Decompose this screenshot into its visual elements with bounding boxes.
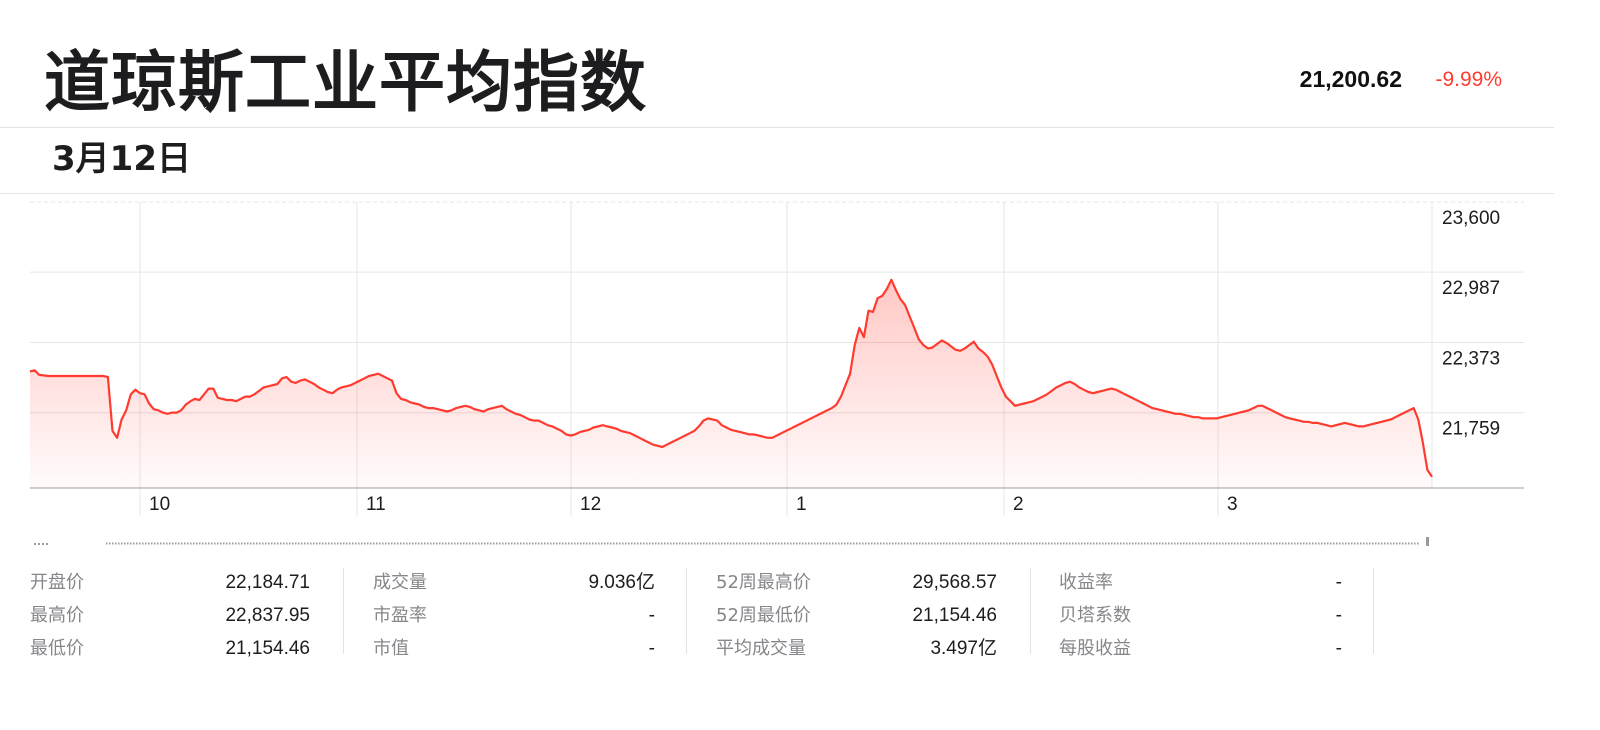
stat-row-yield: 收益率 - bbox=[1059, 566, 1342, 599]
stat-row-beta: 贝塔系数 - bbox=[1059, 599, 1342, 632]
stat-value: 3.497亿 bbox=[930, 638, 997, 659]
stat-row-volume: 成交量 9.036亿 bbox=[373, 566, 655, 599]
stat-row-avg-volume: 平均成交量 3.497亿 bbox=[716, 632, 997, 665]
stat-label: 52周最低价 bbox=[716, 605, 811, 626]
stat-label: 市值 bbox=[373, 638, 409, 659]
stat-label: 开盘价 bbox=[30, 572, 84, 593]
stat-value: - bbox=[1335, 605, 1342, 626]
price-change-percent: -9.99% bbox=[1435, 68, 1502, 91]
stat-value: 21,154.46 bbox=[912, 605, 997, 626]
stat-label: 每股收益 bbox=[1059, 638, 1131, 659]
stats-divider bbox=[1030, 568, 1031, 654]
current-price: 21,200.62 bbox=[1299, 66, 1402, 92]
stat-row-high: 最高价 22,837.95 bbox=[30, 599, 310, 632]
stat-label: 最高价 bbox=[30, 605, 84, 626]
stat-value: 22,184.71 bbox=[225, 572, 310, 593]
stats-divider bbox=[343, 568, 344, 654]
stat-row-eps: 每股收益 - bbox=[1059, 632, 1342, 665]
series-line bbox=[29, 278, 1433, 478]
y-tick-label: 23,600 bbox=[1442, 208, 1500, 229]
stat-label: 最低价 bbox=[30, 638, 84, 659]
stat-value: - bbox=[1335, 638, 1342, 659]
stat-value: 22,837.95 bbox=[225, 605, 310, 626]
stat-row-low: 最低价 21,154.46 bbox=[30, 632, 310, 665]
stats-divider bbox=[686, 568, 687, 654]
header: 道琼斯工业平均指数 21,200.62 -9.99% bbox=[0, 0, 1600, 128]
x-tick-label: 1 bbox=[796, 494, 807, 515]
stats-column-4: 收益率 - 贝塔系数 - 每股收益 - bbox=[1059, 566, 1342, 659]
series-area bbox=[30, 279, 1432, 488]
stat-row-open: 开盘价 22,184.71 bbox=[30, 566, 310, 599]
stat-value: 21,154.46 bbox=[225, 638, 310, 659]
stats-divider bbox=[1373, 568, 1374, 654]
stat-label: 52周最高价 bbox=[716, 572, 811, 593]
stat-value: - bbox=[648, 638, 655, 659]
x-tick-label: 10 bbox=[149, 494, 170, 515]
stat-row-pe: 市盈率 - bbox=[373, 599, 655, 632]
stat-row-52w-high: 52周最高价 29,568.57 bbox=[716, 566, 997, 599]
stat-value: 9.036亿 bbox=[588, 572, 655, 593]
y-tick-label: 22,373 bbox=[1442, 348, 1500, 369]
page-title: 道琼斯工业平均指数 bbox=[44, 44, 647, 121]
stat-value: - bbox=[648, 605, 655, 626]
x-tick-label: 3 bbox=[1227, 494, 1238, 515]
y-tick-label: 22,987 bbox=[1442, 278, 1500, 299]
date-divider bbox=[0, 193, 1554, 194]
y-tick-label: 21,759 bbox=[1442, 419, 1500, 440]
x-tick-label: 2 bbox=[1013, 494, 1024, 515]
stat-label: 平均成交量 bbox=[716, 638, 806, 659]
stats-column-2: 成交量 9.036亿 市盈率 - 市值 - bbox=[373, 566, 655, 659]
stat-value: 29,568.57 bbox=[912, 572, 997, 593]
header-divider bbox=[0, 127, 1554, 128]
stat-label: 成交量 bbox=[373, 572, 427, 593]
stat-value: - bbox=[1335, 572, 1342, 593]
stat-row-market-cap: 市值 - bbox=[373, 632, 655, 665]
stat-row-52w-low: 52周最低价 21,154.46 bbox=[716, 599, 997, 632]
x-tick-label: 12 bbox=[580, 494, 601, 515]
timeline-handle bbox=[1426, 537, 1429, 546]
stat-label: 贝塔系数 bbox=[1059, 605, 1131, 626]
x-tick-label: 11 bbox=[366, 494, 386, 515]
stats-column-3: 52周最高价 29,568.57 52周最低价 21,154.46 平均成交量 … bbox=[716, 566, 997, 659]
date-label: 3月12日 bbox=[52, 139, 191, 179]
stats-column-1: 开盘价 22,184.71 最高价 22,837.95 最低价 21,154.4… bbox=[30, 566, 310, 659]
stats-panel: 开盘价 22,184.71 最高价 22,837.95 最低价 21,154.4… bbox=[0, 562, 1600, 662]
stat-label: 市盈率 bbox=[373, 605, 427, 626]
stat-label: 收益率 bbox=[1059, 572, 1113, 593]
